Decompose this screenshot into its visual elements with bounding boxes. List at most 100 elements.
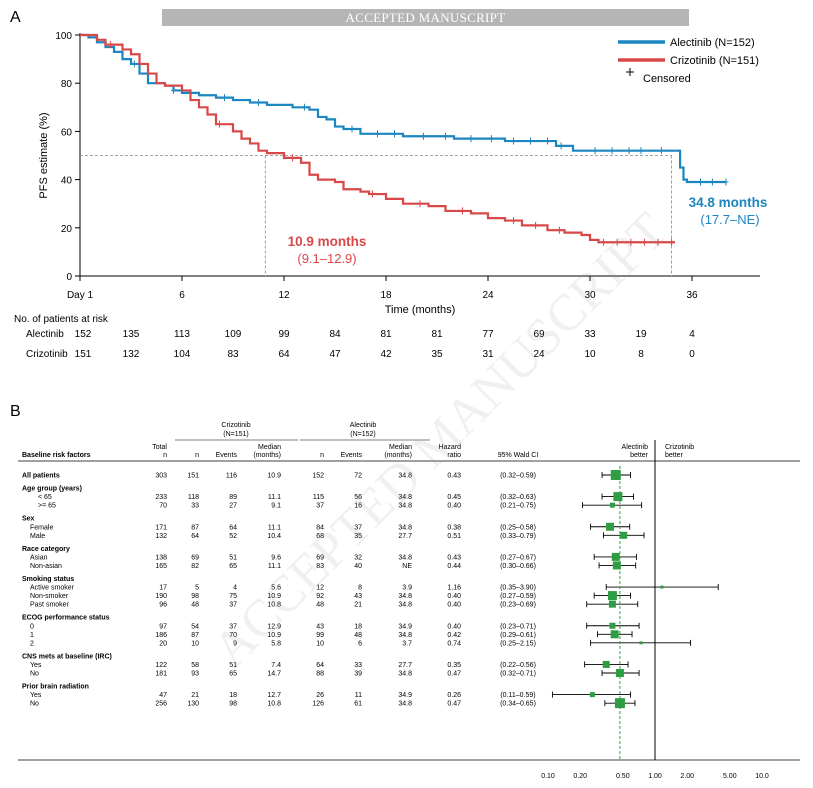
- row-value: 51: [229, 554, 237, 561]
- row-label: No: [30, 671, 39, 678]
- row-label: No: [30, 701, 39, 708]
- hr-marker: [602, 660, 610, 668]
- group-header: (N=151): [223, 431, 248, 438]
- censor-mark: [669, 238, 675, 246]
- row-value: 34.8: [398, 593, 412, 600]
- row-value: 58: [191, 662, 199, 669]
- hr-marker: [611, 552, 620, 561]
- alectinib-median-label: 34.8 months: [689, 195, 768, 210]
- row-value: (0.30–0.66): [500, 563, 536, 570]
- row-value: 34.8: [398, 524, 412, 531]
- row-value: 0.40: [447, 593, 461, 600]
- column-header: Total: [152, 444, 167, 451]
- risk-table-title: No. of patients at risk: [14, 314, 109, 325]
- forest-x-tick-label: 10.0: [755, 773, 769, 780]
- forest-x-tick-label: 0.20: [573, 773, 587, 780]
- censor-mark: [626, 147, 632, 155]
- row-label: Prior brain radiation: [22, 684, 89, 691]
- hr-marker: [639, 641, 643, 645]
- row-label: Age group (years): [22, 486, 82, 493]
- forest-plot: Crizotinib (N=151) Alectinib (N=152) Baselin…: [18, 422, 800, 780]
- risk-count: 24: [533, 349, 545, 360]
- row-value: 10: [191, 640, 199, 647]
- row-value: 0.26: [447, 692, 461, 699]
- row-value: 9: [233, 640, 237, 647]
- alectinib-curve: [80, 33, 726, 184]
- row-value: 0.42: [447, 632, 461, 639]
- censor-mark: [290, 154, 295, 162]
- row-value: 186: [155, 632, 167, 639]
- row-label: Non-smoker: [30, 593, 69, 600]
- row-label: Male: [30, 533, 45, 540]
- row-value: 12: [316, 585, 324, 592]
- row-value: 14.7: [267, 671, 281, 678]
- row-value: 43: [316, 623, 324, 630]
- row-value: 0.47: [447, 671, 461, 678]
- column-header: 95% Wald CI: [498, 452, 539, 459]
- row-value: 34.8: [398, 701, 412, 708]
- row-value: 37: [229, 623, 237, 630]
- row-value: 64: [191, 533, 199, 540]
- censor-mark: [108, 41, 114, 49]
- censor-mark: [556, 226, 562, 234]
- row-value: 11.1: [268, 524, 281, 531]
- censor-mark: [468, 135, 474, 143]
- y-tick-label: 60: [61, 127, 73, 138]
- row-value: 37: [316, 503, 324, 510]
- risk-count: 109: [225, 329, 242, 340]
- hr-marker: [613, 492, 623, 502]
- row-value: 27.7: [398, 533, 412, 540]
- row-value: 97: [159, 623, 167, 630]
- hr-marker: [589, 692, 595, 698]
- row-value: 34.8: [398, 602, 412, 609]
- hr-marker: [606, 522, 615, 531]
- row-label: Smoking status: [22, 576, 74, 583]
- row-value: 27.7: [398, 662, 412, 669]
- row-value: 116: [226, 473, 237, 480]
- row-label: All patients: [22, 473, 60, 480]
- row-value: 126: [312, 701, 324, 708]
- row-value: 0.40: [447, 623, 461, 630]
- row-value: (0.23–0.69): [500, 602, 536, 609]
- risk-count: 135: [123, 329, 140, 340]
- hr-marker: [610, 630, 619, 639]
- row-value: 10.4: [267, 533, 281, 540]
- censor-mark: [488, 135, 494, 143]
- row-value: 39: [354, 671, 362, 678]
- group-header: Alectinib: [350, 422, 377, 429]
- risk-count: 81: [380, 329, 392, 340]
- risk-count: 31: [482, 349, 494, 360]
- row-label: Yes: [30, 692, 42, 699]
- row-value: (0.29–0.61): [500, 632, 536, 639]
- row-value: 64: [316, 662, 324, 669]
- risk-row-label: Alectinib: [26, 329, 64, 340]
- row-value: (0.21–0.75): [500, 503, 536, 510]
- risk-count: 77: [482, 329, 494, 340]
- row-value: 35: [354, 533, 362, 540]
- x-axis-label: Time (months): [385, 304, 456, 316]
- column-header: n: [195, 452, 199, 459]
- x-tick-label: Day 1: [67, 290, 94, 301]
- alectinib-median-ci: (17.7–NE): [700, 212, 759, 227]
- risk-count: 8: [638, 349, 644, 360]
- row-value: 34.8: [398, 503, 412, 510]
- row-value: 52: [229, 533, 237, 540]
- forest-x-tick-label: 5.00: [723, 773, 737, 780]
- censor-mark: [511, 137, 516, 145]
- x-tick-label: 36: [686, 290, 698, 301]
- censor-mark: [256, 98, 261, 106]
- row-value: 69: [191, 554, 199, 561]
- y-tick-label: 40: [61, 176, 73, 187]
- risk-count: 35: [431, 349, 443, 360]
- row-label: Asian: [30, 554, 48, 561]
- risk-count: 33: [584, 329, 596, 340]
- x-tick-label: 12: [278, 290, 290, 301]
- row-value: 165: [155, 563, 167, 570]
- row-value: (0.33–0.79): [500, 533, 536, 540]
- column-header: n: [320, 452, 324, 459]
- row-value: 83: [316, 563, 324, 570]
- forest-x-tick-label: 0.10: [541, 773, 555, 780]
- row-label: >= 65: [38, 503, 56, 510]
- legend-label: Alectinib (N=152): [670, 37, 755, 49]
